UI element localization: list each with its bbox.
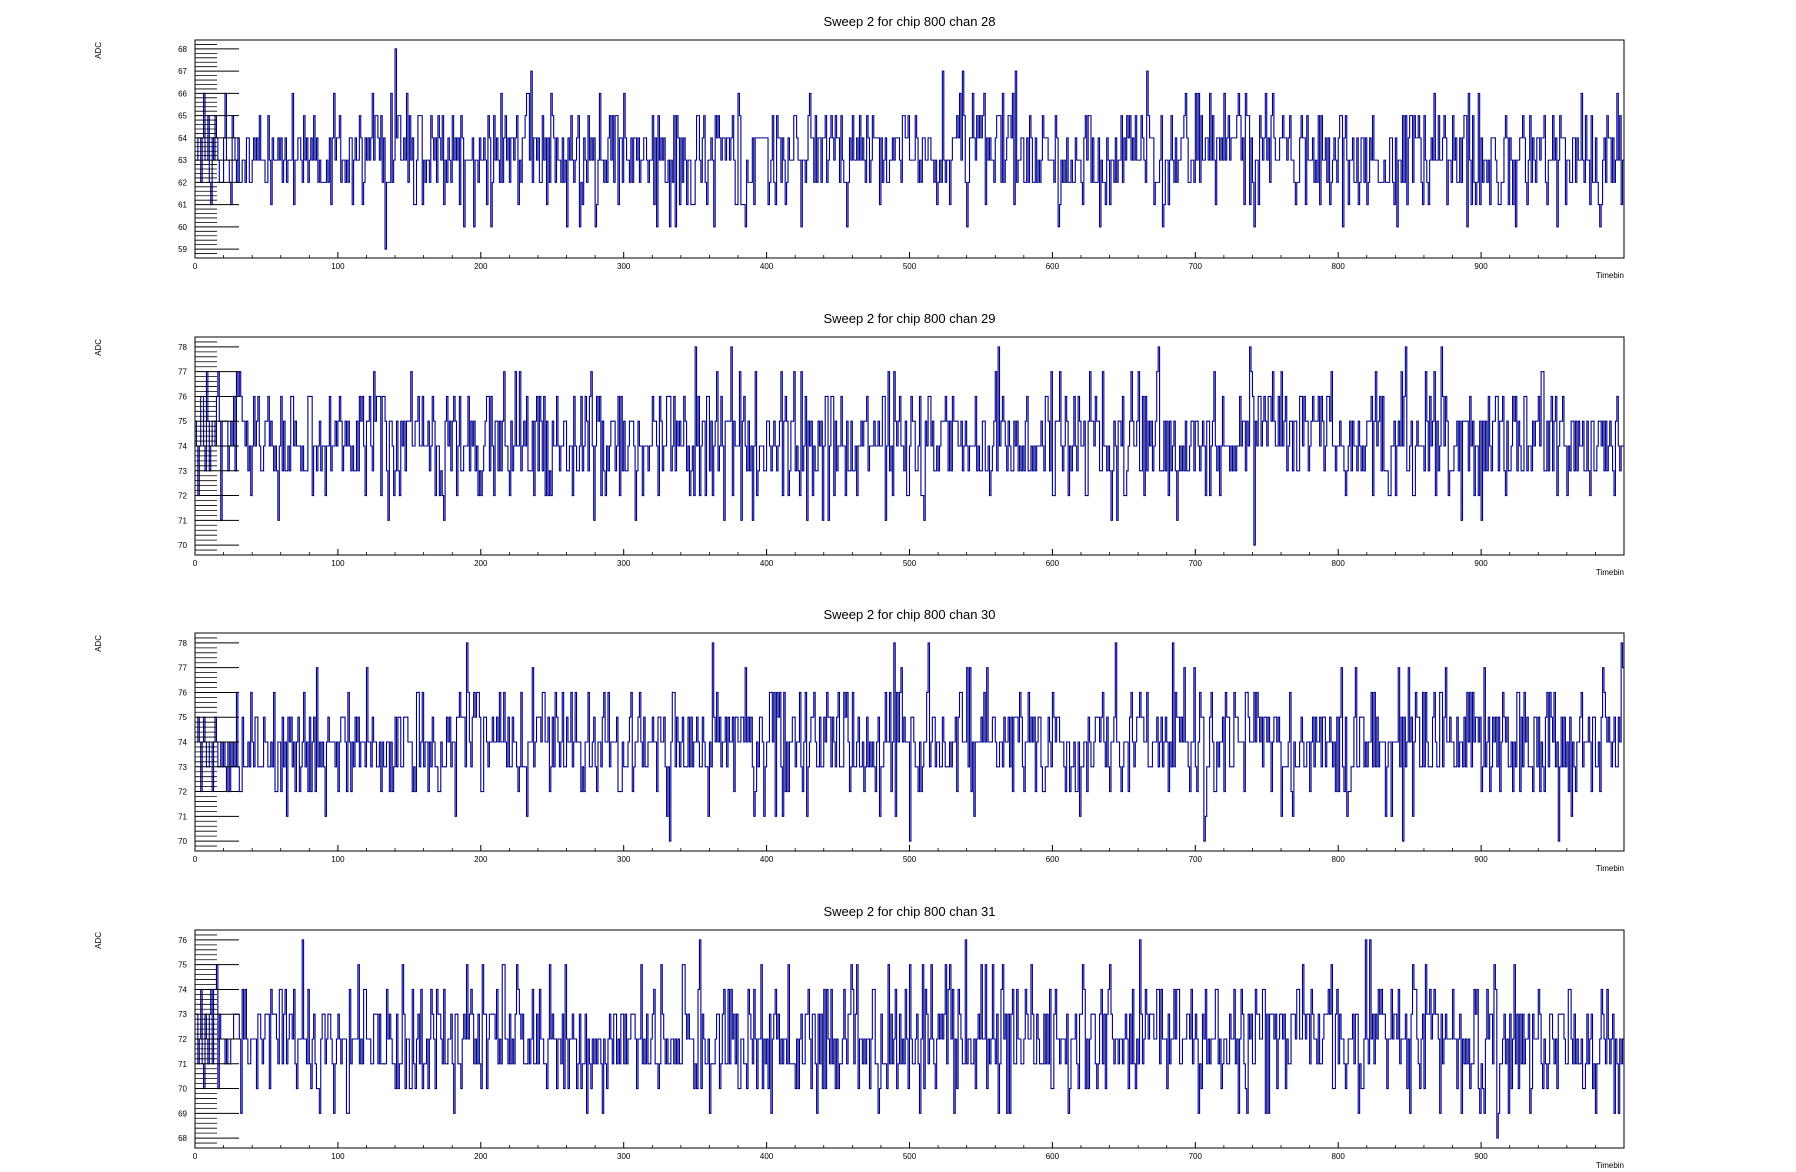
x-tick-label: 400 xyxy=(760,1152,774,1161)
x-tick-label: 400 xyxy=(760,262,774,271)
x-axis-title: Timebin xyxy=(1596,568,1624,577)
x-tick-label: 800 xyxy=(1332,262,1346,271)
data-series-line xyxy=(195,642,1624,842)
x-tick-label: 900 xyxy=(1474,1152,1488,1161)
data-series-line xyxy=(195,346,1624,546)
x-tick-label: 600 xyxy=(1046,855,1060,864)
y-tick-label: 63 xyxy=(178,156,187,165)
x-tick-label: 500 xyxy=(903,559,917,568)
data-series-line xyxy=(195,48,1624,250)
y-tick-label: 72 xyxy=(178,492,187,501)
y-tick-label: 76 xyxy=(178,936,187,945)
y-tick-label: 71 xyxy=(178,1060,187,1069)
y-tick-label: 61 xyxy=(178,201,187,210)
x-tick-label: 700 xyxy=(1189,1152,1203,1161)
y-tick-label: 74 xyxy=(178,985,187,994)
x-tick-label: 100 xyxy=(331,855,345,864)
y-tick-label: 70 xyxy=(178,837,187,846)
y-tick-label: 78 xyxy=(178,639,187,648)
y-tick-label: 62 xyxy=(178,178,187,187)
y-tick-label: 60 xyxy=(178,223,187,232)
x-tick-label: 900 xyxy=(1474,855,1488,864)
y-tick-label: 72 xyxy=(178,788,187,797)
x-tick-label: 100 xyxy=(331,1152,345,1161)
x-axis-title: Timebin xyxy=(1596,271,1624,280)
y-tick-label: 74 xyxy=(178,738,187,747)
y-tick-label: 73 xyxy=(178,1010,187,1019)
y-tick-label: 77 xyxy=(178,664,187,673)
x-tick-label: 0 xyxy=(193,262,198,271)
x-tick-label: 200 xyxy=(474,1152,488,1161)
x-tick-label: 0 xyxy=(193,559,198,568)
y-tick-label: 71 xyxy=(178,812,187,821)
x-tick-label: 800 xyxy=(1332,1152,1346,1161)
y-tick-label: 68 xyxy=(178,45,187,54)
x-tick-label: 100 xyxy=(331,262,345,271)
x-axis-title: Timebin xyxy=(1596,1161,1624,1170)
y-tick-label: 65 xyxy=(178,112,187,121)
x-tick-label: 300 xyxy=(617,1152,631,1161)
chart-panel-2: Sweep 2 for chip 800 chan 30 ADC Timebin 70… xyxy=(94,607,1625,873)
chart-panel-0: Sweep 2 for chip 800 chan 28 ADC Timebin 59… xyxy=(94,14,1625,280)
y-tick-label: 73 xyxy=(178,467,187,476)
x-tick-label: 500 xyxy=(903,1152,917,1161)
y-tick-label: 75 xyxy=(178,961,187,970)
x-tick-label: 600 xyxy=(1046,262,1060,271)
x-tick-label: 600 xyxy=(1046,559,1060,568)
chart-title: Sweep 2 for chip 800 chan 28 xyxy=(823,14,995,29)
chart-title: Sweep 2 for chip 800 chan 29 xyxy=(823,311,995,326)
x-tick-label: 0 xyxy=(193,855,198,864)
x-tick-label: 800 xyxy=(1332,559,1346,568)
y-axis-title: ADC xyxy=(94,635,103,652)
x-tick-label: 0 xyxy=(193,1152,198,1161)
y-axis-title: ADC xyxy=(94,42,103,59)
x-tick-label: 400 xyxy=(760,559,774,568)
y-tick-label: 64 xyxy=(178,134,187,143)
y-axis-title: ADC xyxy=(94,932,103,949)
x-tick-label: 700 xyxy=(1189,559,1203,568)
x-tick-label: 100 xyxy=(331,559,345,568)
y-tick-label: 59 xyxy=(178,245,187,254)
y-tick-label: 67 xyxy=(178,67,187,76)
x-tick-label: 200 xyxy=(474,855,488,864)
chart-title: Sweep 2 for chip 800 chan 30 xyxy=(823,607,995,622)
chart-panel-1: Sweep 2 for chip 800 chan 29 ADC Timebin 70… xyxy=(94,311,1625,577)
x-tick-label: 900 xyxy=(1474,262,1488,271)
y-tick-label: 76 xyxy=(178,688,187,697)
y-tick-label: 72 xyxy=(178,1035,187,1044)
x-tick-label: 300 xyxy=(617,262,631,271)
y-axis-title: ADC xyxy=(94,339,103,356)
y-tick-label: 69 xyxy=(178,1109,187,1118)
y-tick-label: 77 xyxy=(178,368,187,377)
x-tick-label: 800 xyxy=(1332,855,1346,864)
x-tick-label: 700 xyxy=(1189,855,1203,864)
y-tick-label: 68 xyxy=(178,1134,187,1143)
x-tick-label: 500 xyxy=(903,855,917,864)
y-tick-label: 70 xyxy=(178,541,187,550)
y-tick-label: 78 xyxy=(178,343,187,352)
y-tick-label: 71 xyxy=(178,516,187,525)
y-tick-label: 66 xyxy=(178,89,187,98)
y-tick-label: 76 xyxy=(178,392,187,401)
chart-panel-3: Sweep 2 for chip 800 chan 31 ADC Timebin 68… xyxy=(94,904,1625,1170)
x-tick-label: 600 xyxy=(1046,1152,1060,1161)
x-tick-label: 900 xyxy=(1474,559,1488,568)
data-series-line xyxy=(195,939,1624,1139)
chart-title: Sweep 2 for chip 800 chan 31 xyxy=(823,904,995,919)
x-axis-title: Timebin xyxy=(1596,864,1624,873)
x-tick-label: 200 xyxy=(474,559,488,568)
y-tick-label: 75 xyxy=(178,417,187,426)
x-tick-label: 300 xyxy=(617,559,631,568)
y-tick-label: 75 xyxy=(178,713,187,722)
x-tick-label: 200 xyxy=(474,262,488,271)
y-tick-label: 74 xyxy=(178,442,187,451)
x-tick-label: 400 xyxy=(760,855,774,864)
x-tick-label: 700 xyxy=(1189,262,1203,271)
y-tick-label: 73 xyxy=(178,763,187,772)
y-tick-label: 70 xyxy=(178,1085,187,1094)
x-tick-label: 300 xyxy=(617,855,631,864)
x-tick-label: 500 xyxy=(903,262,917,271)
